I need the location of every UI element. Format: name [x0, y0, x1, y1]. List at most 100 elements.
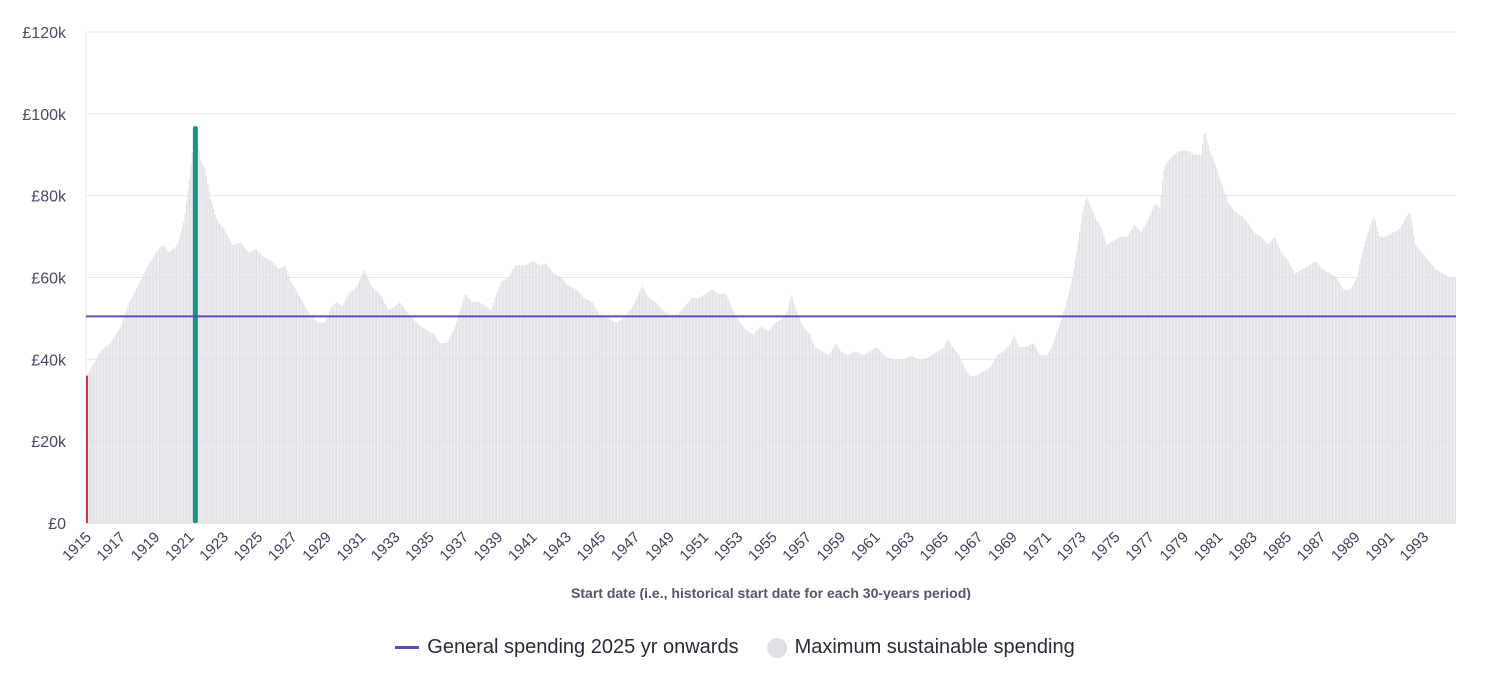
bar-sustainable[interactable] [846, 354, 848, 523]
bar-sustainable[interactable] [960, 359, 962, 523]
bar-sustainable[interactable] [871, 349, 873, 523]
bar-sustainable[interactable] [1280, 251, 1282, 523]
bar-sustainable[interactable] [1004, 349, 1006, 523]
bar-sustainable[interactable] [564, 281, 566, 523]
bar-sustainable[interactable] [1159, 207, 1161, 523]
bar-sustainable[interactable] [1276, 241, 1278, 524]
bar-sustainable[interactable] [1110, 242, 1112, 523]
bar-sustainable[interactable] [117, 331, 119, 523]
bar-sustainable[interactable] [123, 318, 125, 523]
bar-sustainable[interactable] [611, 320, 613, 523]
bar-sustainable[interactable] [1376, 226, 1378, 523]
bar-sustainable[interactable] [761, 327, 763, 523]
bar-sustainable[interactable] [776, 322, 778, 523]
bar-sustainable[interactable] [1151, 209, 1154, 523]
bar-sustainable[interactable] [939, 350, 941, 523]
bar-sustainable[interactable] [721, 293, 723, 523]
bar-sustainable[interactable] [930, 355, 932, 523]
bar-sustainable[interactable] [1346, 289, 1348, 523]
bar-sustainable[interactable] [1116, 238, 1118, 524]
bar-sustainable[interactable] [1051, 345, 1053, 523]
bar-sustainable[interactable] [521, 265, 523, 523]
bar-sustainable[interactable] [1211, 157, 1214, 524]
bar-sustainable[interactable] [819, 349, 821, 523]
bar-sustainable[interactable] [700, 296, 702, 523]
bar-sustainable[interactable] [1191, 153, 1194, 524]
bar-sustainable[interactable] [1306, 266, 1308, 523]
bar-sustainable[interactable] [947, 340, 949, 523]
bar-sustainable[interactable] [1224, 194, 1226, 523]
bar-sustainable[interactable] [1109, 243, 1111, 523]
bar-sustainable[interactable] [1130, 229, 1132, 523]
bar-sustainable[interactable] [467, 296, 469, 523]
bar-sustainable[interactable] [1039, 354, 1041, 523]
bar-sustainable[interactable] [337, 302, 339, 523]
bar-sustainable[interactable] [261, 256, 263, 523]
bar-sustainable[interactable] [987, 368, 989, 523]
bar-sustainable[interactable] [984, 370, 986, 523]
bar-sustainable[interactable] [210, 198, 212, 524]
bar-sustainable[interactable] [901, 359, 903, 523]
bar-sustainable[interactable] [447, 340, 449, 523]
bar-sustainable[interactable] [334, 303, 336, 523]
bar-sustainable[interactable] [1181, 150, 1184, 523]
highlight-bar-max[interactable] [192, 126, 198, 524]
bar-sustainable[interactable] [1367, 231, 1369, 523]
bar-sustainable[interactable] [236, 243, 238, 524]
bar-sustainable[interactable] [1047, 352, 1049, 523]
bar-sustainable[interactable] [404, 309, 406, 523]
bar-sustainable[interactable] [313, 318, 315, 523]
bar-sustainable[interactable] [1334, 276, 1336, 523]
bar-sustainable[interactable] [683, 307, 685, 523]
bar-sustainable[interactable] [856, 352, 858, 523]
bar-sustainable[interactable] [371, 286, 373, 523]
bar-sustainable[interactable] [486, 306, 488, 523]
bar-sustainable[interactable] [797, 314, 799, 523]
bar-sustainable[interactable] [186, 202, 188, 523]
bar-sustainable[interactable] [184, 213, 186, 523]
bar-sustainable[interactable] [900, 359, 902, 523]
bar-sustainable[interactable] [757, 329, 759, 523]
bar-sustainable[interactable] [373, 288, 375, 523]
bar-sustainable[interactable] [591, 302, 593, 523]
bar-sustainable[interactable] [956, 352, 958, 523]
bar-sustainable[interactable] [717, 293, 719, 523]
bar-sustainable[interactable] [338, 304, 340, 523]
bar-sustainable[interactable] [1171, 156, 1174, 524]
bar-sustainable[interactable] [136, 288, 138, 523]
bar-sustainable[interactable] [857, 352, 859, 523]
bar-sustainable[interactable] [1237, 213, 1239, 524]
bar-sustainable[interactable] [1113, 240, 1115, 524]
bar-sustainable[interactable] [626, 314, 628, 523]
bar-sustainable[interactable] [110, 342, 112, 523]
bar-sustainable[interactable] [1329, 273, 1331, 523]
bar-sustainable[interactable] [1377, 232, 1379, 524]
bar-sustainable[interactable] [566, 283, 568, 523]
bar-sustainable[interactable] [501, 281, 503, 523]
bar-sustainable[interactable] [654, 301, 656, 523]
bar-sustainable[interactable] [773, 324, 775, 523]
bar-sustainable[interactable] [1337, 280, 1339, 523]
bar-sustainable[interactable] [1207, 144, 1209, 524]
bar-sustainable[interactable] [1281, 253, 1284, 523]
bar-sustainable[interactable] [807, 332, 809, 523]
bar-sustainable[interactable] [551, 272, 553, 523]
bar-sustainable[interactable] [303, 304, 305, 523]
bar-sustainable[interactable] [1164, 166, 1166, 523]
bar-sustainable[interactable] [646, 293, 648, 523]
bar-sustainable[interactable] [383, 301, 385, 524]
bar-sustainable[interactable] [458, 312, 461, 523]
bar-sustainable[interactable] [821, 351, 823, 523]
bar-sustainable[interactable] [1230, 206, 1232, 524]
bar-sustainable[interactable] [1444, 274, 1446, 523]
bar-sustainable[interactable] [630, 308, 632, 523]
bar-sustainable[interactable] [1383, 236, 1385, 523]
bar-sustainable[interactable] [1446, 275, 1448, 523]
bar-sustainable[interactable] [1054, 336, 1056, 523]
bar-sustainable[interactable] [140, 280, 142, 523]
bar-sustainable[interactable] [513, 267, 515, 523]
bar-sustainable[interactable] [1360, 258, 1362, 523]
bar-sustainable[interactable] [500, 282, 502, 523]
bar-sustainable[interactable] [1317, 263, 1319, 523]
bar-sustainable[interactable] [1443, 274, 1445, 523]
